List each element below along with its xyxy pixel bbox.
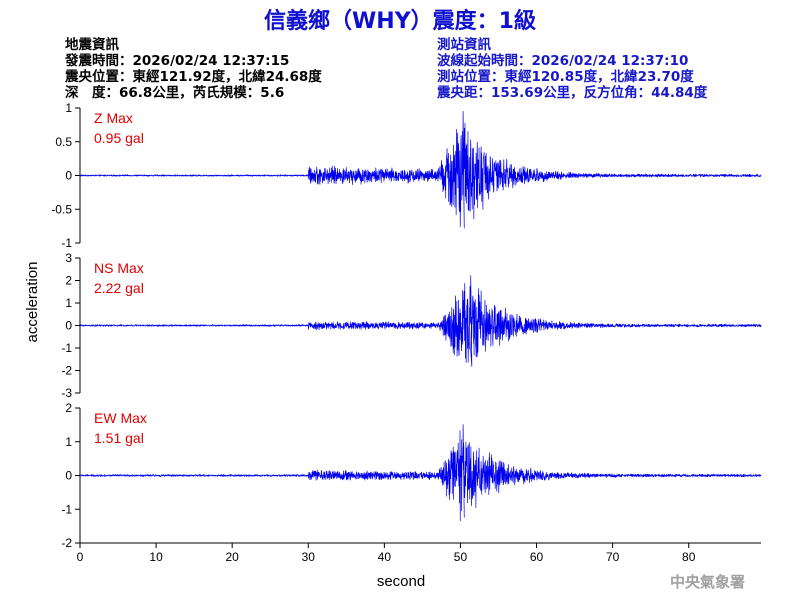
x-tick-label: 80 [682, 550, 696, 564]
x-tick-label: 20 [225, 550, 239, 564]
y-tick-label: 0.5 [55, 135, 72, 149]
x-axis-label: second [377, 573, 425, 590]
epicentral-distance: 震央距：153.69公里，反方位角：44.84度 [436, 84, 708, 101]
waveform-start-time: 波線起始時間：2026/02/24 12:37:10 [437, 52, 688, 69]
waveform-ns [79, 275, 762, 367]
epicenter-location: 震央位置：東經121.92度，北緯24.68度 [64, 68, 322, 85]
y-tick-label: -1 [61, 502, 72, 516]
x-tick-label: 50 [454, 550, 468, 564]
y-tick-label: 2 [65, 401, 72, 415]
waveform-ew [79, 424, 762, 522]
chart-title: 信義鄉（WHY）震度：1級 [264, 8, 536, 34]
y-tick-label: 1 [65, 435, 72, 449]
max-label: NS Max [94, 260, 144, 276]
y-tick-label: -1 [61, 236, 72, 250]
panel-ew: -2 -1 0 1 2 EW Max 1.51 gal [61, 401, 762, 550]
earthquake-info-heading: 地震資訊 [65, 36, 119, 53]
max-value: 0.95 gal [94, 130, 144, 146]
y-tick-label: 2 [65, 274, 72, 288]
y-tick-label: 0 [65, 469, 72, 483]
y-tick-label: 0 [65, 319, 72, 333]
y-tick-label: 0 [65, 169, 72, 183]
y-tick-label: -0.5 [51, 202, 72, 216]
max-value: 1.51 gal [94, 430, 144, 446]
y-tick-label: 1 [65, 296, 72, 310]
earthquake-info: 地震資訊 發震時間：2026/02/24 12:37:15 震央位置：東經121… [64, 36, 322, 101]
y-tick-label: 1 [65, 101, 72, 115]
y-tick-label: -3 [61, 386, 72, 400]
y-tick-label: -1 [61, 341, 72, 355]
x-tick-label: 0 [77, 550, 84, 564]
max-label: Z Max [94, 110, 133, 126]
station-info: 測站資訊 波線起始時間：2026/02/24 12:37:10 測站位置：東經1… [436, 36, 708, 101]
x-tick-label: 30 [302, 550, 316, 564]
origin-time: 發震時間：2026/02/24 12:37:15 [64, 52, 289, 69]
station-info-heading: 測站資訊 [437, 36, 491, 53]
x-tick-label: 40 [378, 550, 392, 564]
panel-z: -1 -0.5 0 0.5 1 Z Max 0.95 gal [51, 101, 762, 250]
max-label: EW Max [94, 410, 147, 426]
y-tick-label: -2 [61, 536, 72, 550]
x-tick-label: 60 [530, 550, 544, 564]
panel-ns: -3 -2 -1 0 1 2 3 NS Max 2.22 gal [61, 251, 762, 400]
plot-area: -1 -0.5 0 0.5 1 Z Max 0.95 gal -3 -2 -1 0 1 2 3 NS Max… [51, 101, 762, 564]
y-tick-label: 3 [65, 251, 72, 265]
agency-credit: 中央氣象署 [670, 573, 745, 591]
x-tick-label: 10 [149, 550, 163, 564]
max-value: 2.22 gal [94, 280, 144, 296]
waveform-z [79, 111, 762, 229]
y-tick-label: -2 [61, 364, 72, 378]
x-tick-label: 70 [606, 550, 620, 564]
station-location: 測站位置：東經120.85度，北緯23.70度 [437, 68, 694, 85]
y-axis-label: acceleration [24, 262, 41, 343]
depth-magnitude: 深 度：66.8公里，芮氏規模：5.6 [65, 84, 284, 101]
